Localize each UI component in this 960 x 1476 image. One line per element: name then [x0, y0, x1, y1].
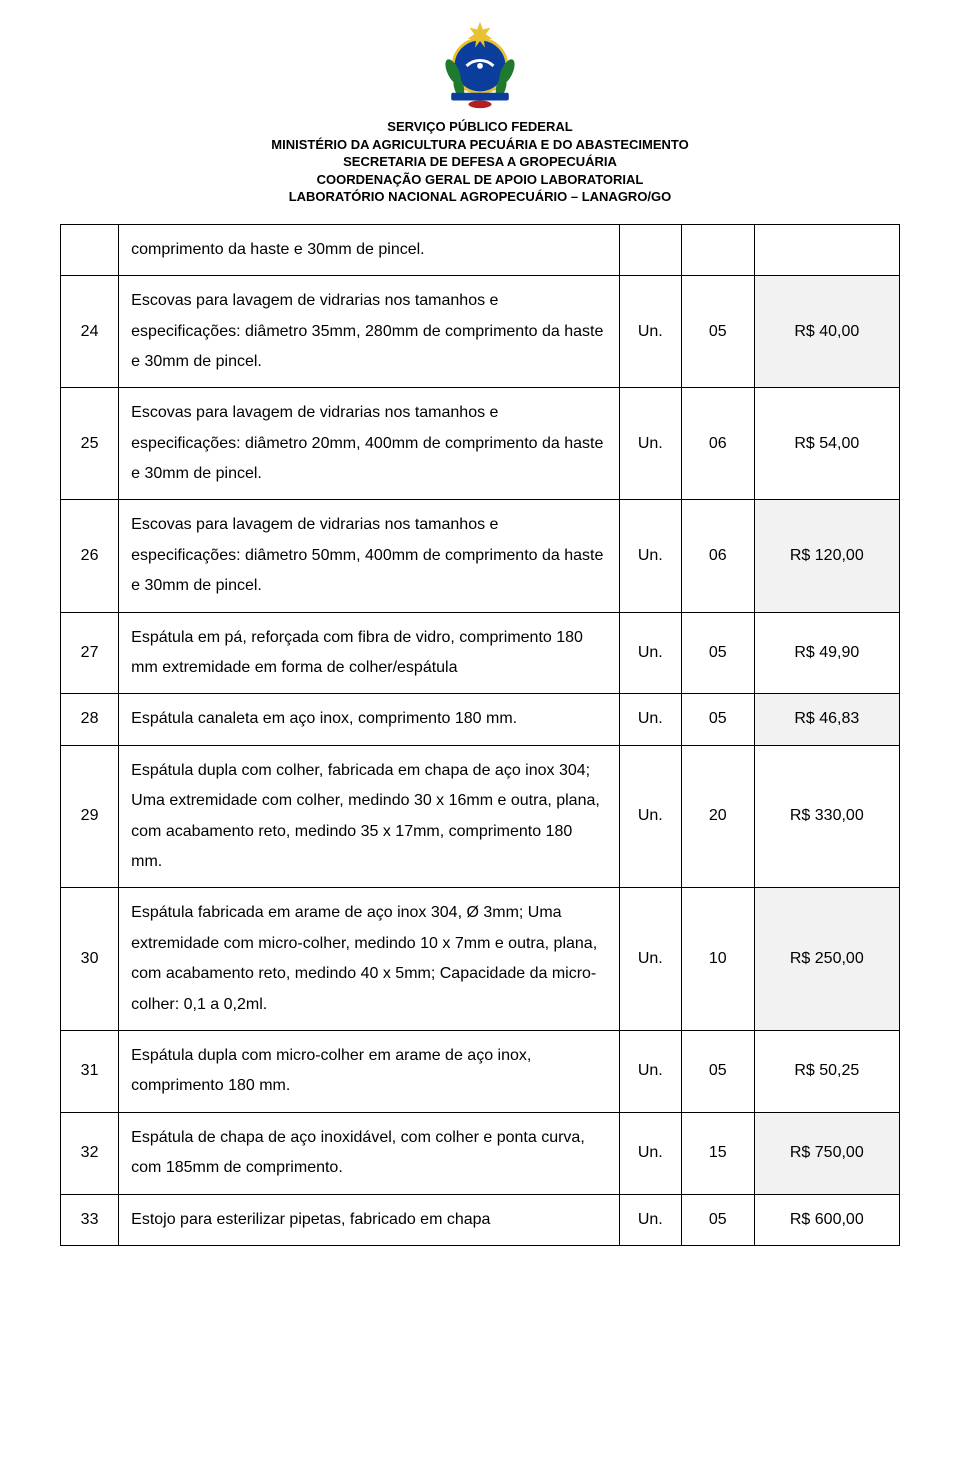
- row-price: R$ 330,00: [754, 745, 899, 888]
- row-number: 32: [61, 1112, 119, 1194]
- row-number: 26: [61, 500, 119, 612]
- row-description: Espátula dupla com colher, fabricada em …: [119, 745, 619, 888]
- row-unit: [619, 224, 681, 275]
- header-line-3: SECRETARIA DE DEFESA A GROPECUÁRIA: [60, 153, 900, 171]
- row-unit: Un.: [619, 612, 681, 694]
- row-qty: 05: [681, 1194, 754, 1245]
- header-line-1: SERVIÇO PÚBLICO FEDERAL: [60, 118, 900, 136]
- table-row: 26Escovas para lavagem de vidrarias nos …: [61, 500, 900, 612]
- row-qty: 06: [681, 388, 754, 500]
- row-description: Escovas para lavagem de vidrarias nos ta…: [119, 500, 619, 612]
- national-seal-icon: [432, 16, 528, 112]
- row-qty: 05: [681, 276, 754, 388]
- header-line-4: COORDENAÇÃO GERAL DE APOIO LABORATORIAL: [60, 171, 900, 189]
- row-number: 31: [61, 1030, 119, 1112]
- row-number: 27: [61, 612, 119, 694]
- row-qty: 06: [681, 500, 754, 612]
- row-description: Espátula em pá, reforçada com fibra de v…: [119, 612, 619, 694]
- row-number: 30: [61, 888, 119, 1031]
- row-description: Escovas para lavagem de vidrarias nos ta…: [119, 388, 619, 500]
- row-unit: Un.: [619, 1030, 681, 1112]
- row-qty: [681, 224, 754, 275]
- row-description: Escovas para lavagem de vidrarias nos ta…: [119, 276, 619, 388]
- row-unit: Un.: [619, 500, 681, 612]
- page: SERVIÇO PÚBLICO FEDERAL MINISTÉRIO DA AG…: [0, 0, 960, 1286]
- row-price: R$ 49,90: [754, 612, 899, 694]
- row-qty: 15: [681, 1112, 754, 1194]
- table-row: 27Espátula em pá, reforçada com fibra de…: [61, 612, 900, 694]
- table-row: 25Escovas para lavagem de vidrarias nos …: [61, 388, 900, 500]
- row-description: Estojo para esterilizar pipetas, fabrica…: [119, 1194, 619, 1245]
- header-line-5: LABORATÓRIO NACIONAL AGROPECUÁRIO – LANA…: [60, 188, 900, 206]
- letterhead-header: SERVIÇO PÚBLICO FEDERAL MINISTÉRIO DA AG…: [60, 118, 900, 206]
- spec-table-body: comprimento da haste e 30mm de pincel.24…: [61, 224, 900, 1245]
- row-qty: 10: [681, 888, 754, 1031]
- table-row: 33Estojo para esterilizar pipetas, fabri…: [61, 1194, 900, 1245]
- row-number: 29: [61, 745, 119, 888]
- row-unit: Un.: [619, 694, 681, 745]
- row-description: Espátula canaleta em aço inox, comprimen…: [119, 694, 619, 745]
- row-unit: Un.: [619, 388, 681, 500]
- row-unit: Un.: [619, 1112, 681, 1194]
- row-price: [754, 224, 899, 275]
- row-number: [61, 224, 119, 275]
- row-qty: 05: [681, 694, 754, 745]
- row-unit: Un.: [619, 888, 681, 1031]
- table-row: comprimento da haste e 30mm de pincel.: [61, 224, 900, 275]
- table-row: 32Espátula de chapa de aço inoxidável, c…: [61, 1112, 900, 1194]
- row-price: R$ 750,00: [754, 1112, 899, 1194]
- row-price: R$ 40,00: [754, 276, 899, 388]
- row-number: 24: [61, 276, 119, 388]
- row-unit: Un.: [619, 276, 681, 388]
- table-row: 29Espátula dupla com colher, fabricada e…: [61, 745, 900, 888]
- header-line-2: MINISTÉRIO DA AGRICULTURA PECUÁRIA E DO …: [60, 136, 900, 154]
- row-unit: Un.: [619, 1194, 681, 1245]
- row-price: R$ 54,00: [754, 388, 899, 500]
- table-row: 31Espátula dupla com micro-colher em ara…: [61, 1030, 900, 1112]
- row-number: 25: [61, 388, 119, 500]
- row-description: Espátula de chapa de aço inoxidável, com…: [119, 1112, 619, 1194]
- row-price: R$ 46,83: [754, 694, 899, 745]
- row-price: R$ 50,25: [754, 1030, 899, 1112]
- table-row: 24Escovas para lavagem de vidrarias nos …: [61, 276, 900, 388]
- row-number: 28: [61, 694, 119, 745]
- row-qty: 05: [681, 612, 754, 694]
- row-price: R$ 600,00: [754, 1194, 899, 1245]
- table-row: 30Espátula fabricada em arame de aço ino…: [61, 888, 900, 1031]
- row-qty: 05: [681, 1030, 754, 1112]
- row-qty: 20: [681, 745, 754, 888]
- table-row: 28Espátula canaleta em aço inox, comprim…: [61, 694, 900, 745]
- specification-table: comprimento da haste e 30mm de pincel.24…: [60, 224, 900, 1246]
- row-description: Espátula fabricada em arame de aço inox …: [119, 888, 619, 1031]
- row-unit: Un.: [619, 745, 681, 888]
- row-price: R$ 250,00: [754, 888, 899, 1031]
- row-description: Espátula dupla com micro-colher em arame…: [119, 1030, 619, 1112]
- row-description: comprimento da haste e 30mm de pincel.: [119, 224, 619, 275]
- row-price: R$ 120,00: [754, 500, 899, 612]
- row-number: 33: [61, 1194, 119, 1245]
